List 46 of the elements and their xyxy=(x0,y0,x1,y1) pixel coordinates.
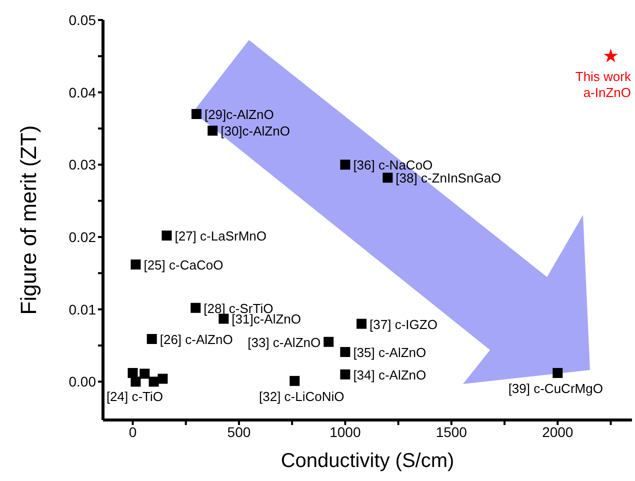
annotation: [29]c-AlZnO xyxy=(204,107,274,122)
point xyxy=(162,230,172,241)
series-label: This work a-InZnO xyxy=(575,69,632,100)
y-tick-label: 0.00 xyxy=(68,374,96,390)
annotation: [37] c-IGZO xyxy=(370,316,438,332)
point xyxy=(340,369,350,380)
point xyxy=(340,347,350,358)
x-tick-label: 1000 xyxy=(330,424,361,440)
point xyxy=(290,376,300,386)
y-tick-label: 0.01 xyxy=(68,301,96,318)
x-tick-label: 2000 xyxy=(542,424,574,440)
annotation: [38] c-ZnInSnGaO xyxy=(396,170,502,186)
x-tick-label: 0 xyxy=(128,424,137,440)
point xyxy=(191,109,202,120)
point xyxy=(382,172,393,183)
annotation: [36] c-NaCoO xyxy=(353,158,433,173)
annotation: [25] c-CaCoO xyxy=(144,257,224,272)
x-tick-label: 1500 xyxy=(436,424,468,440)
x-tick-label: 500 xyxy=(227,424,251,440)
annotation: [24] c-TiO xyxy=(106,388,164,404)
annotation: [35] c-AlZnO xyxy=(353,345,426,360)
point xyxy=(356,318,367,329)
annotation: [34] c-AlZnO xyxy=(353,367,426,382)
annotation: [27] c-LaSrMnO xyxy=(174,228,266,244)
annotation: [26] c-AlZnO xyxy=(160,332,233,347)
y-tick-label: 0.03 xyxy=(68,156,96,173)
annotation: [30]c-AlZnO xyxy=(220,124,290,139)
point xyxy=(604,48,618,62)
point xyxy=(146,334,157,344)
point xyxy=(158,374,168,384)
y-tick-label: 0.04 xyxy=(68,84,96,100)
x-axis-title: Conductivity (S/cm) xyxy=(280,450,454,472)
point xyxy=(324,336,334,347)
point xyxy=(140,368,150,379)
annotation: [32] c-LiCoNiO xyxy=(259,388,344,404)
point xyxy=(130,259,141,270)
y-tick-label: 0.02 xyxy=(68,228,96,245)
annotation: [33] c-AlZnO xyxy=(248,334,321,350)
y-axis-title: Figure of merit (ZT) xyxy=(16,125,41,315)
point xyxy=(552,368,563,378)
point xyxy=(130,376,141,387)
point xyxy=(190,302,201,313)
point xyxy=(208,126,218,136)
point xyxy=(340,160,350,170)
annotation: [39] c-CuCrMgO xyxy=(508,380,603,396)
y-tick-label: 0.05 xyxy=(68,12,96,28)
